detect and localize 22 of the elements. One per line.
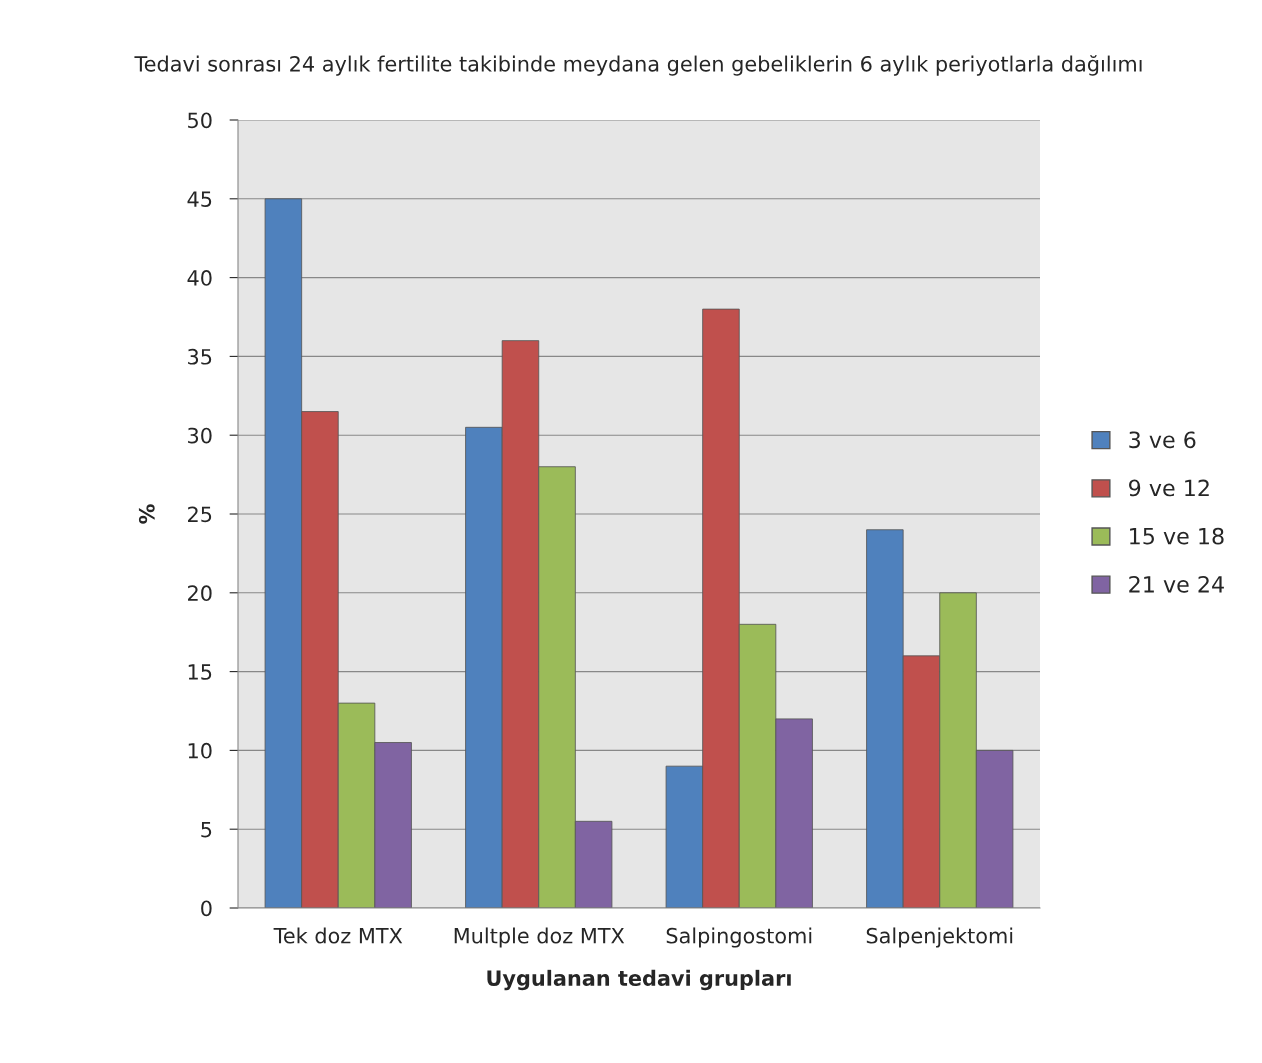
x-tick-label: Tek doz MTX <box>273 927 403 944</box>
y-tick-label: 15 <box>188 664 212 680</box>
y-tick-label: 35 <box>188 348 212 365</box>
legend-label: 21 ve 24 <box>1129 575 1224 593</box>
y-tick-label: 0 <box>201 900 212 917</box>
x-tick-label: Salpingostomi <box>666 927 812 948</box>
y-tick-label: 20 <box>188 585 212 602</box>
legend-label: 9 ve 12 <box>1129 479 1209 497</box>
x-axis-title: Uygulanan tedavi grupları <box>487 969 791 991</box>
y-axis-title: % <box>138 504 155 524</box>
x-tick-label: Multple doz MTX <box>454 927 625 948</box>
legend-label: 15 ve 18 <box>1130 527 1224 545</box>
y-tick-label: 10 <box>188 742 212 759</box>
legend-label: 3 ve 6 <box>1129 431 1196 449</box>
y-tick-label: 50 <box>188 112 212 129</box>
y-tick-label: 40 <box>187 270 212 286</box>
y-tick-label: 25 <box>188 506 212 523</box>
y-tick-label: 5 <box>201 821 212 838</box>
y-tick-label: 30 <box>188 427 212 444</box>
x-tick-label: Salpenjektomi <box>866 927 1013 948</box>
y-tick-label: 45 <box>187 191 212 208</box>
chart-title: Tedavi sonrası 24 aylık fertilite takibinde meydana gelen gebeliklerin 6 aylık periyotlarla dağılımı <box>134 55 1142 76</box>
